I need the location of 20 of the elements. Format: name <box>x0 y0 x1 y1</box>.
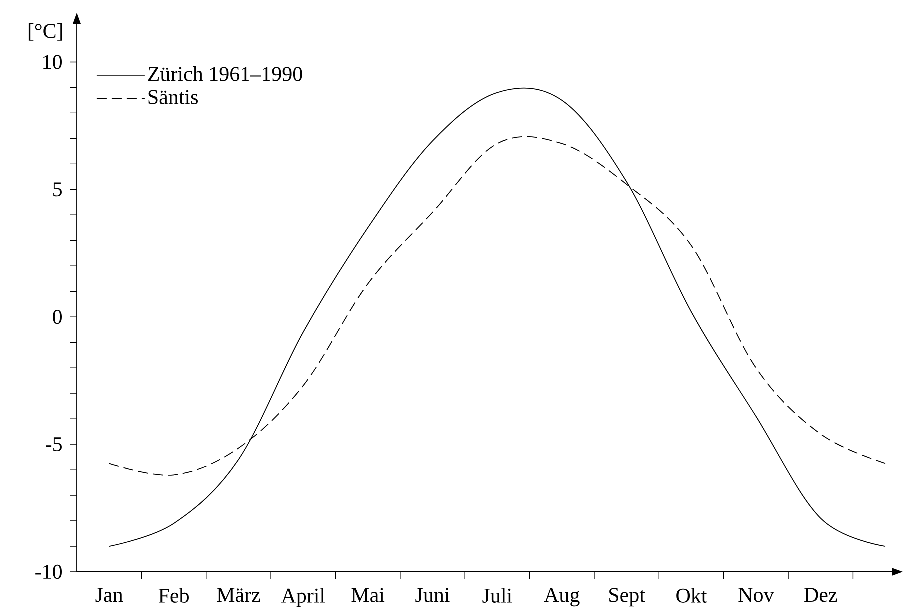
x-tick-label: Jan <box>96 588 124 602</box>
legend-label: Zürich 1961–1990 <box>148 66 302 82</box>
x-tick-label: Feb <box>158 588 189 603</box>
y-axis-title: [°C] <box>28 24 62 41</box>
x-tick-label: April <box>281 588 326 608</box>
x-tick-label: Sept <box>610 588 646 607</box>
y-tick-label: 5 <box>54 182 62 197</box>
y-tick-label: -10 <box>36 564 62 580</box>
x-tick-label: Juni <box>416 588 450 602</box>
x-tick-label: Juli <box>482 588 512 603</box>
y-tick-label: 10 <box>44 55 62 70</box>
x-tick-label: Aug <box>544 588 580 607</box>
x-tick-label: Dez <box>804 588 838 602</box>
legend-label: Säntis <box>148 90 198 104</box>
x-tick-label: Okt <box>676 588 708 603</box>
x-tick-label: Nov <box>738 588 774 602</box>
y-tick-label: -5 <box>46 438 62 452</box>
x-tick-label: Mai <box>352 588 385 602</box>
x-tick-label: März <box>217 588 260 602</box>
y-tick-label: 0 <box>53 310 62 324</box>
